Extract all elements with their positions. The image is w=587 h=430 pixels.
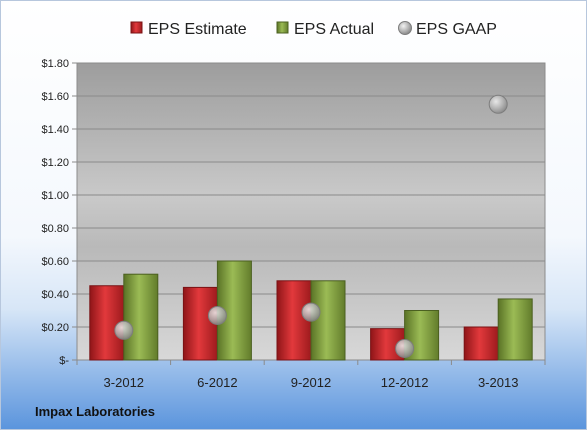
y-tick-label: $0.40	[41, 289, 69, 301]
x-tick-label: 6-2012	[197, 375, 237, 390]
marker-eps-gaap	[395, 338, 415, 358]
y-tick-label: $-	[59, 355, 69, 367]
x-axis-ticks: 3-2012 6-2012 9-2012 12-2012 3-2013	[76, 360, 546, 390]
y-tick-label: $0.20	[41, 322, 69, 334]
bar-eps-actual	[497, 298, 533, 361]
company-name: Impax Laboratories	[35, 404, 155, 419]
y-tick-label: $0.60	[41, 256, 69, 268]
y-tick-label: $1.40	[41, 124, 69, 136]
x-tick-label: 3-2013	[478, 375, 518, 390]
marker-eps-gaap	[114, 320, 134, 340]
legend-swatch-actual	[276, 21, 289, 34]
y-tick-label: $1.60	[41, 91, 69, 103]
legend-swatch-estimate	[130, 21, 143, 34]
legend-swatch-gaap	[398, 21, 412, 35]
x-tick-label: 12-2012	[381, 375, 429, 390]
legend: EPS Estimate EPS Actual EPS GAAP	[130, 21, 497, 38]
legend-label: EPS Estimate	[148, 21, 247, 38]
y-tick-label: $1.00	[41, 190, 69, 202]
bar-eps-estimate	[182, 286, 218, 361]
legend-label: EPS Actual	[294, 21, 374, 38]
x-tick-label: 9-2012	[291, 375, 331, 390]
bar-eps-actual	[310, 280, 346, 361]
marker-eps-gaap	[301, 302, 321, 322]
x-tick-label: 3-2012	[104, 375, 144, 390]
marker-eps-gaap	[488, 94, 508, 114]
y-tick-label: $0.80	[41, 223, 69, 235]
y-tick-label: $1.80	[41, 58, 69, 70]
y-tick-label: $1.20	[41, 157, 69, 169]
bar-eps-estimate	[463, 326, 499, 361]
bar-eps-actual	[123, 273, 159, 361]
legend-label: EPS GAAP	[416, 21, 497, 38]
gaap-markers	[114, 94, 508, 358]
marker-eps-gaap	[207, 305, 227, 325]
y-axis-ticks: $- $0.20 $0.40 $0.60 $0.80 $1.00 $1.20 $1.40 $1.…	[41, 58, 77, 367]
bar-eps-estimate	[276, 280, 312, 361]
